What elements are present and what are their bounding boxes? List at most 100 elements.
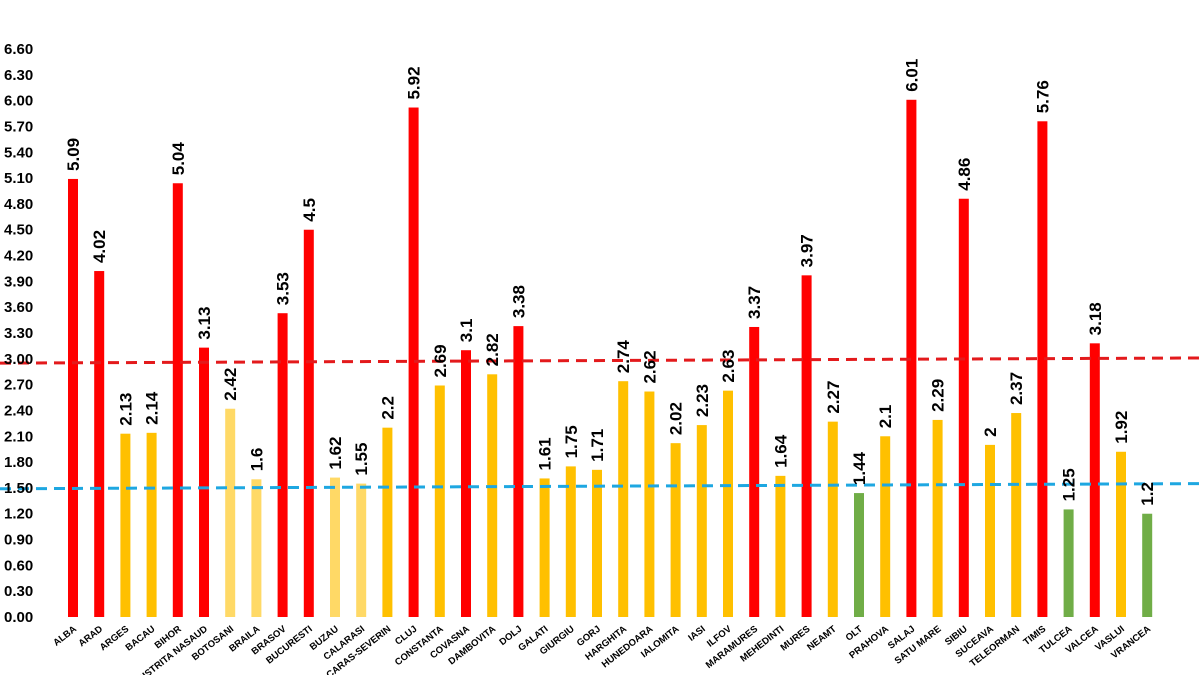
y-tick-label: 3.30 [4,325,33,342]
bar-value-label: 1.64 [771,434,790,468]
y-tick-label: 2.10 [4,428,33,445]
bar [880,436,891,617]
bar-value-label: 2.74 [614,340,633,374]
bar-value-label: 2.23 [693,384,712,417]
bar-value-label: 2.37 [1007,372,1026,405]
y-tick-label: 2.70 [4,377,33,394]
y-tick-label: 1.80 [4,454,33,471]
bar [958,198,969,617]
y-tick-label: 4.80 [4,196,33,213]
bar [487,374,498,617]
bar [94,271,105,617]
y-tick-label: 0.00 [4,609,33,626]
bar-value-label: 1.55 [352,443,371,476]
y-tick-label: 0.60 [4,557,33,574]
bar [1011,413,1022,617]
bar-value-label: 6.01 [902,59,921,92]
bar [408,107,419,617]
bar-value-label: 2.27 [824,381,843,414]
bar [539,478,550,617]
reference-lines-group [0,356,1200,491]
bar [199,347,209,617]
bar [146,432,157,617]
bar [749,326,760,617]
bar-value-label: 4.86 [955,158,974,191]
bar [120,433,131,617]
bar [277,313,288,617]
y-tick-label: 0.30 [4,583,33,600]
y-tick-label: 3.90 [4,273,33,290]
bar [251,479,262,617]
value-labels-group: 5.09 4.02 2.13 2.14 5.04 3.13 2.42 1.6 3.53 4.5 1.… [64,59,1157,506]
bar-value-label: 2.14 [143,391,162,425]
y-tick-label: 6.30 [4,67,33,84]
y-tick-label: 1.20 [4,506,33,523]
bar-value-label: 1.62 [326,436,345,469]
bar-value-label: 2 [981,427,1000,436]
y-tick-label: 5.10 [4,170,33,187]
bar-value-label: 2.82 [483,333,502,366]
bar-value-label: 4.02 [90,230,109,263]
bar [434,385,445,617]
bar [330,477,340,617]
bar-value-label: 3.38 [509,285,528,318]
bar [513,326,524,617]
bar [356,483,367,617]
bar [854,493,864,617]
bar-value-label: 2.02 [667,402,686,435]
x-tick-label: ALBA [51,624,79,649]
bar [775,475,786,617]
bar-value-label: 3.1 [457,319,476,343]
y-tick-label: 0.90 [4,532,33,549]
bar-value-label: 5.76 [1033,80,1052,113]
bar [696,425,707,617]
bar-value-label: 2.13 [116,393,135,426]
y-tick-label: 3.60 [4,299,33,316]
bar [1116,451,1126,617]
bars-group [68,99,1153,618]
reference-line [0,356,1200,365]
bar-value-label: 1.71 [588,429,607,462]
bar-value-label: 1.6 [247,448,266,472]
bar [670,443,681,617]
bar-value-label: 2.1 [876,405,895,429]
bar [303,229,314,617]
bar-value-label: 2.2 [378,396,397,420]
y-tick-label: 2.40 [4,402,33,419]
x-tick-label: BACAU [124,624,158,654]
bar-value-label: 5.92 [405,66,424,99]
bar-value-label: 5.04 [169,142,188,176]
reference-line [0,482,1200,491]
bar-value-label: 4.5 [300,198,319,222]
bar-value-label: 3.97 [798,234,817,267]
y-tick-label: 5.70 [4,118,33,135]
bar-value-label: 2.42 [221,368,240,401]
bar [1063,509,1074,617]
bar [68,178,78,617]
bar-value-label: 1.2 [1138,482,1157,506]
bar [1037,121,1048,618]
bar [1142,513,1153,617]
bar [592,469,602,617]
bar-value-label: 2.62 [640,350,659,383]
bar [932,419,943,617]
bar [618,381,629,617]
bar [172,183,183,617]
bar [985,444,995,617]
y-tick-label: 5.40 [4,144,33,161]
bar [906,99,917,617]
y-tick-label: 6.00 [4,93,33,110]
bar [723,390,733,617]
bar [801,275,812,617]
bar-value-label: 1.25 [1060,468,1079,501]
bar [225,408,236,617]
x-tick-label: MURES [779,624,813,654]
bar-value-label: 2.29 [929,379,948,412]
bar-value-label: 3.18 [1086,302,1105,335]
bar-value-label: 1.75 [562,425,581,458]
bar [827,421,838,617]
y-tick-label: 4.50 [4,222,33,239]
bar [565,466,576,617]
